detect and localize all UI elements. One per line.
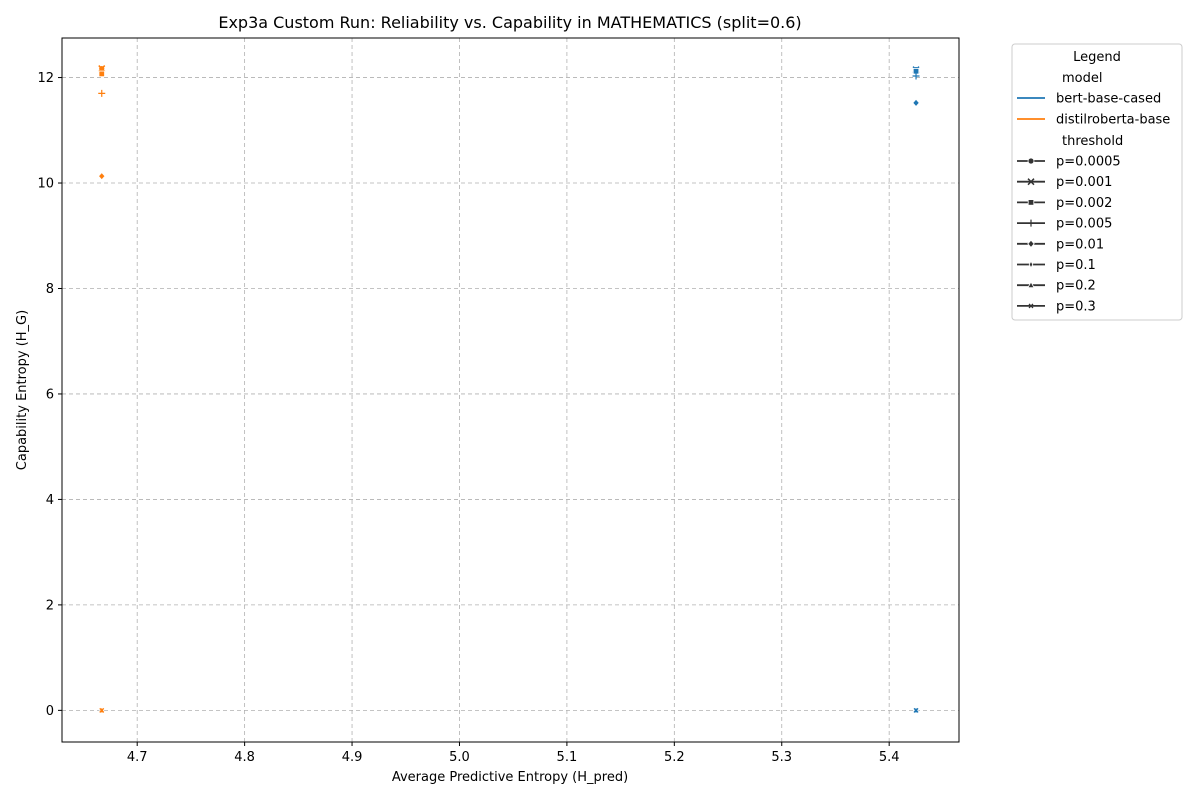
legend-threshold-marker	[1027, 219, 1035, 227]
x-tick-label: 4.8	[234, 750, 255, 765]
data-point	[99, 707, 105, 713]
chart-title: Exp3a Custom Run: Reliability vs. Capabi…	[218, 13, 801, 32]
legend-threshold-header: threshold	[1062, 134, 1123, 149]
legend-threshold-marker	[1027, 239, 1035, 249]
y-tick-label: 10	[37, 177, 54, 192]
data-point	[98, 65, 106, 73]
data-point	[912, 72, 920, 80]
data-point	[98, 70, 105, 78]
data-point	[98, 89, 106, 97]
legend-threshold-marker	[1027, 178, 1035, 186]
legend-title: Legend	[1073, 50, 1121, 65]
x-tick-label: 4.9	[342, 750, 363, 765]
legend-model-label: distilroberta-base	[1056, 113, 1170, 128]
legend-threshold-label: p=0.3	[1056, 299, 1096, 314]
grid	[62, 38, 959, 742]
x-tick-label: 5.1	[557, 750, 578, 765]
legend-threshold-label: p=0.01	[1056, 237, 1104, 252]
legend-box	[1011, 43, 1183, 321]
data-point	[98, 171, 106, 181]
data-point	[913, 707, 919, 713]
legend-threshold-label: p=0.0005	[1056, 155, 1121, 170]
y-tick-label: 4	[46, 493, 54, 508]
legend-threshold-label: p=0.1	[1056, 258, 1096, 273]
y-axis: 0 2 4 6 8 10 12	[37, 71, 62, 719]
y-tick-label: 12	[37, 71, 54, 86]
x-tick-label: 4.7	[127, 750, 148, 765]
legend-threshold-label: p=0.001	[1056, 175, 1112, 190]
y-tick-label: 0	[46, 704, 54, 719]
x-axis: 4.7 4.8 4.9 5.0 5.1 5.2 5.3 5.4	[127, 742, 900, 765]
legend-threshold-marker	[1028, 260, 1034, 269]
y-tick-label: 6	[46, 387, 54, 402]
legend: Legend model bert-base-cased distilrobert…	[1011, 43, 1183, 321]
data-points	[98, 65, 920, 715]
x-tick-label: 5.0	[449, 750, 470, 765]
x-tick-label: 5.2	[664, 750, 685, 765]
legend-threshold-label: p=0.005	[1056, 217, 1112, 232]
legend-model-header: model	[1062, 71, 1102, 86]
legend-threshold-marker	[1027, 157, 1035, 165]
data-point	[912, 98, 920, 108]
y-tick-label: 8	[46, 282, 54, 297]
plot-frame	[61, 37, 960, 743]
legend-models: bert-base-cased distilroberta-base	[1017, 92, 1170, 128]
legend-threshold-label: p=0.2	[1056, 279, 1096, 294]
legend-threshold-marker	[1028, 303, 1034, 309]
x-tick-label: 5.4	[879, 750, 900, 765]
y-tick-label: 2	[46, 598, 54, 613]
legend-threshold-marker	[1027, 281, 1035, 288]
legend-thresholds: p=0.0005 p=0.001 p=0.002 p=0.005 p=0.01 p=0.1…	[1017, 155, 1121, 314]
legend-model-label: bert-base-cased	[1056, 92, 1161, 107]
legend-threshold-label: p=0.002	[1056, 196, 1112, 211]
x-tick-label: 5.3	[771, 750, 792, 765]
legend-threshold-marker	[1027, 199, 1035, 206]
y-axis-label: Capability Entropy (H_G)	[15, 310, 30, 470]
x-axis-label: Average Predictive Entropy (H_pred)	[392, 770, 628, 785]
